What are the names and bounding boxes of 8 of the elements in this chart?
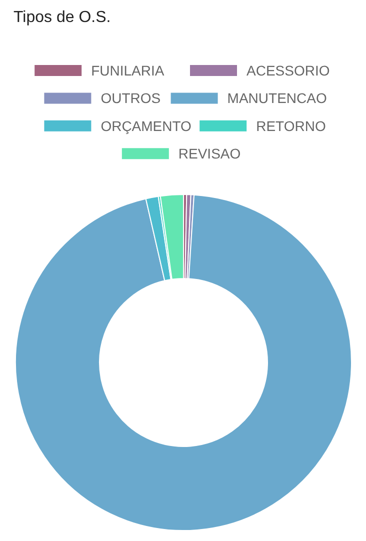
legend-label: FUNILARIA [91, 62, 165, 78]
legend-label: REVISAO [178, 146, 241, 162]
chart-title: Tipos de O.S. [14, 9, 111, 26]
legend-label: ORÇAMENTO [100, 118, 192, 134]
legend-label: RETORNO [256, 118, 326, 134]
legend-label: MANUTENCAO [227, 90, 327, 106]
legend-label: ACESSORIO [246, 62, 330, 78]
legend-label: OUTROS [100, 90, 161, 106]
